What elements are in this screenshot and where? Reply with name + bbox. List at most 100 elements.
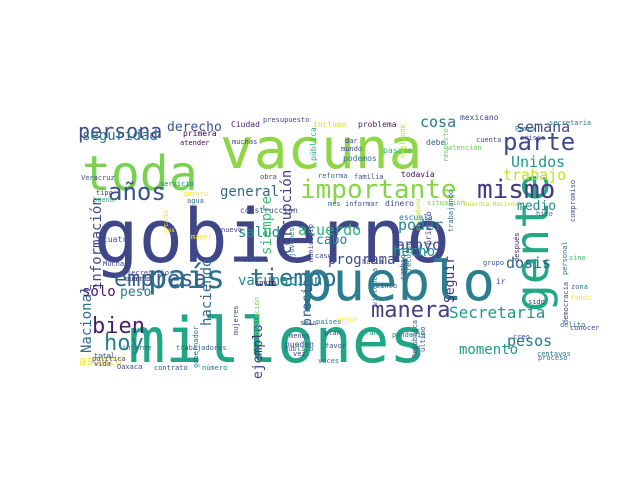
cloud-word: Pemex [515, 125, 536, 133]
cloud-word: proceso [538, 354, 568, 362]
cloud-word: delito [560, 321, 585, 329]
cloud-word: gente [505, 174, 559, 312]
cloud-word: total [94, 352, 115, 360]
cloud-word: ir [496, 277, 506, 286]
cloud-word: dinero [385, 199, 414, 208]
cloud-word: bien [92, 314, 145, 339]
cloud-word: dosis [506, 254, 551, 272]
word-group: gobierno millones vacuna toda pueblo gente paí… [78, 113, 600, 379]
cloud-word: vacunación [238, 273, 322, 289]
cloud-word: gas [164, 227, 175, 234]
cloud-word: jóvenes [288, 227, 296, 257]
cloud-word: mexicano [460, 113, 499, 122]
cloud-word: trabajadores [176, 344, 227, 352]
cloud-word: toda [82, 146, 198, 202]
cloud-word: obra [260, 173, 277, 181]
cloud-word: sólo [82, 284, 116, 300]
cloud-word: cuanto [127, 275, 152, 283]
cloud-word: servicio [160, 180, 194, 188]
cloud-word: trabajando [447, 190, 455, 232]
cloud-word: siempre [259, 196, 275, 255]
cloud-word: Nacional [79, 286, 95, 353]
cloud-word: hoy [104, 331, 144, 356]
cloud-word: cosa [420, 113, 456, 131]
cloud-word: mundo [341, 145, 362, 153]
cloud-word: ciudadano [415, 198, 422, 231]
cloud-word: República [411, 320, 419, 358]
cloud-word: Oaxaca [117, 363, 142, 371]
cloud-word: cinco [376, 282, 397, 290]
cloud-word: construcción [240, 205, 298, 215]
cloud-word: programa [328, 252, 395, 268]
cloud-word: personal [561, 241, 569, 275]
cloud-word: peso [120, 285, 151, 300]
cloud-word: atender [180, 139, 210, 147]
cloud-word: apoyo [396, 236, 441, 254]
cloud-word: parte [503, 128, 575, 156]
cloud-word: favor [325, 342, 346, 350]
cloud-word: poder [398, 216, 443, 234]
cloud-word: manera [371, 298, 450, 323]
cloud-word: Muchas [103, 260, 128, 268]
cloud-word: público [284, 345, 314, 353]
cloud-word: menos [289, 332, 310, 340]
cloud-word: quiero [183, 190, 208, 198]
cloud-word: seguridad [82, 128, 158, 144]
cloud-word: debe [426, 138, 445, 147]
cloud-word: muchas [232, 138, 257, 146]
cloud-word: precio [300, 279, 315, 326]
cloud-word: semana [516, 118, 570, 136]
cloud-word: trabajo [503, 166, 566, 184]
cloud-word: primero [424, 211, 433, 245]
cloud-word: cuanto [125, 275, 150, 283]
cloud-word: haciendo [199, 259, 215, 326]
cloud-word: ejemplo [251, 324, 266, 379]
cloud-word: reforma [318, 172, 348, 180]
cloud-word: podemos [343, 154, 377, 163]
cloud-word: vez [293, 350, 306, 358]
cloud-word: nuevo [221, 226, 242, 234]
cloud-word: bueno [93, 196, 114, 204]
cloud-word: fondo [570, 294, 591, 302]
cloud-word: respecto [442, 128, 450, 162]
cloud-word: mujeres [232, 305, 240, 335]
cloud-word: Unidos [511, 153, 565, 171]
cloud-word: secretario [127, 269, 169, 277]
cloud-word: gran [361, 329, 378, 337]
cloud-word: cambio [399, 255, 407, 280]
cloud-word: hizo [536, 210, 553, 218]
cloud-word: países [316, 318, 341, 326]
cloud-word: agua [187, 197, 204, 205]
cloud-word: escuela [399, 213, 433, 222]
cloud-word: informar [345, 200, 379, 208]
cloud-word: hacia [362, 258, 383, 266]
cloud-word: persona [78, 119, 162, 143]
cloud-word: población [253, 297, 261, 335]
cloud-word: después [513, 232, 521, 262]
cloud-word: informe [122, 344, 152, 352]
cloud-word: incluso [313, 120, 347, 129]
cloud-word: años [108, 178, 166, 206]
cloud-word: gobernador [192, 326, 200, 368]
cloud-word: medio [517, 199, 556, 214]
cloud-word: situación [427, 199, 465, 207]
cloud-word: cada [162, 210, 170, 227]
cloud-word: pública [309, 127, 318, 161]
cloud-word: hecho [393, 244, 435, 260]
cloud-word: pueden [285, 340, 314, 349]
cloud-word: creo [513, 333, 530, 341]
cloud-word: pesos [507, 332, 552, 350]
cloud-word: grupo [483, 259, 504, 267]
cloud-word: sino [569, 254, 586, 262]
cloud-word: compromiso [569, 180, 577, 222]
cloud-word: todavía [401, 170, 435, 179]
cloud-word: caso [315, 252, 332, 260]
cloud-word: Veracruz [81, 174, 115, 182]
cloud-word: vacuna [220, 117, 422, 182]
cloud-word: sido [528, 298, 545, 306]
cloud-word: Ciudad [231, 120, 260, 129]
cloud-word: general [220, 184, 279, 200]
